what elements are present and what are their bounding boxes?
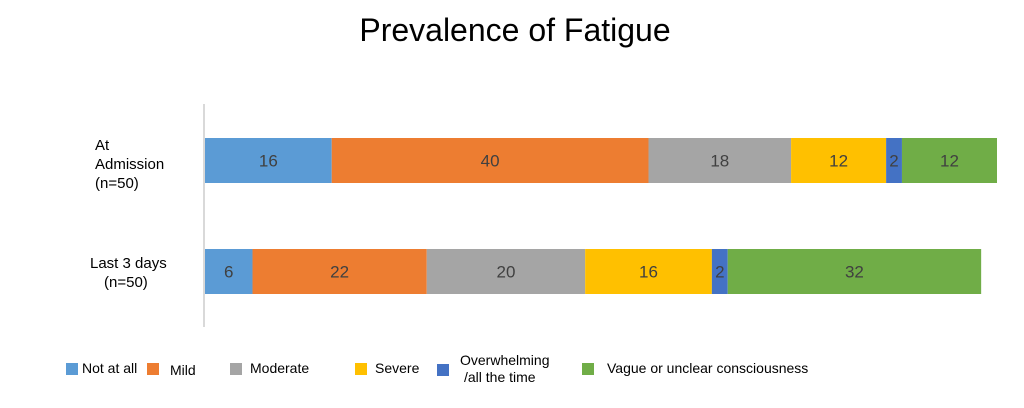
data-label-not_at_all-cat1: 6 <box>224 263 233 282</box>
bar-segment-not_at_all-cat1 <box>205 249 253 294</box>
bar-segment-vague-cat1 <box>727 249 982 294</box>
legend-swatch-overwhelming <box>437 364 449 376</box>
bar-segment-vague-cat0 <box>901 138 997 183</box>
bar-segment-moderate-cat1 <box>426 249 586 294</box>
bar-segment-overwhelming-cat1 <box>711 249 728 294</box>
bar-segment-mild-cat0 <box>331 138 649 183</box>
bar-segment-not_at_all-cat0 <box>205 138 332 183</box>
bar-segment-severe-cat1 <box>585 249 712 294</box>
data-label-vague-cat0: 12 <box>940 152 959 171</box>
legend: Not at all Mild Moderate Severe Overwhelming… <box>0 352 1024 392</box>
legend-swatch-moderate <box>230 363 242 375</box>
data-label-severe-cat0: 12 <box>829 152 848 171</box>
category-label-0: At Admission (n=50) <box>95 136 164 193</box>
bar-segment-mild-cat1 <box>252 249 427 294</box>
category-label-line: Last 3 days <box>90 255 167 272</box>
legend-label-line: /all the time <box>464 369 536 385</box>
category-label-1: Last 3 days (n=50) <box>90 254 167 292</box>
legend-label-not_at_all: Not at all <box>82 360 138 376</box>
data-label-vague-cat1: 32 <box>845 263 864 282</box>
legend-label-line: Overwhelming <box>460 352 550 368</box>
legend-label-vague: Vague or unclear consciousness <box>607 360 809 376</box>
legend-label-mild: Mild <box>170 362 196 378</box>
data-label-overwhelming-cat1: 2 <box>715 263 724 282</box>
legend-swatch-vague <box>582 363 594 375</box>
bar-segment-severe-cat0 <box>791 138 887 183</box>
category-label-line: (n=50) <box>104 274 148 291</box>
data-label-not_at_all-cat0: 16 <box>259 152 278 171</box>
category-label-line: Admission <box>95 156 165 173</box>
legend-label-moderate: Moderate <box>250 360 310 376</box>
plot-area: 16 40 18 12 2 12 6 22 20 16 2 32 <box>203 104 997 327</box>
data-label-moderate-cat0: 18 <box>710 152 729 171</box>
legend-swatch-not_at_all <box>66 363 78 375</box>
bar-segment-overwhelming-cat0 <box>886 138 902 183</box>
category-label-line: (n=50) <box>95 175 139 192</box>
chart-title: Prevalence of Fatigue <box>359 12 671 48</box>
bars-group: 16 40 18 12 2 12 6 22 20 16 2 32 <box>205 138 997 294</box>
category-label-line: At <box>95 137 110 154</box>
data-label-severe-cat1: 16 <box>639 263 658 282</box>
data-label-mild-cat0: 40 <box>481 152 500 171</box>
legend-label-severe: Severe <box>375 360 420 376</box>
bar-segment-moderate-cat0 <box>648 138 792 183</box>
data-label-mild-cat1: 22 <box>330 263 349 282</box>
legend-swatch-severe <box>355 363 367 375</box>
legend-swatch-mild <box>147 363 159 375</box>
data-label-overwhelming-cat0: 2 <box>889 152 898 171</box>
legend-label-overwhelming: Overwhelming/all the time <box>460 352 549 386</box>
data-label-moderate-cat1: 20 <box>496 263 515 282</box>
